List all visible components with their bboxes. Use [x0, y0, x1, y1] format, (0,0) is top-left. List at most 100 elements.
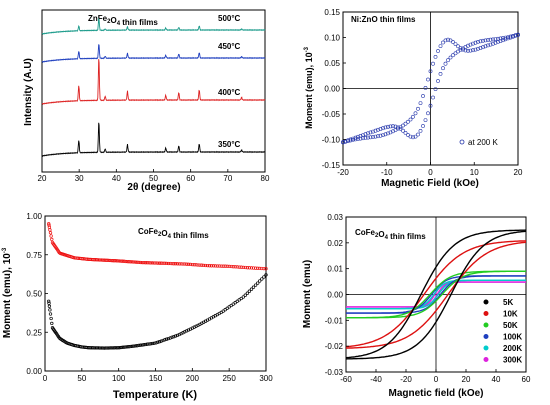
mt-point-ZFC	[122, 345, 126, 349]
nizno-x-tick-label: -20	[337, 168, 349, 177]
nizno-point	[483, 38, 488, 43]
mt-point-ZFC	[149, 342, 153, 346]
mt-point-FC	[237, 265, 241, 269]
nizno-point	[413, 134, 418, 139]
nizno-point	[438, 72, 443, 76]
nizno-point	[371, 129, 375, 134]
mt-point-FC	[132, 260, 136, 264]
mh-title: CoFe2O4 thin films	[355, 228, 426, 241]
mt-point-FC	[249, 266, 254, 270]
mt-point-FC	[229, 264, 233, 269]
mh-x-tick-label: 0	[434, 375, 439, 384]
xrd-temp-label: 350°C	[218, 140, 241, 149]
mt-point-FC	[245, 266, 250, 270]
mt-x-tick-label: 200	[186, 374, 200, 383]
mt-point-FC	[124, 259, 128, 264]
nizno-point	[343, 139, 348, 144]
mt-point-ZFC	[163, 338, 167, 342]
mt-point-FC	[166, 261, 171, 266]
mt-point-ZFC	[247, 289, 252, 293]
nizno-point	[486, 43, 490, 48]
mh-loop-5K	[345, 229, 527, 359]
mt-point-FC	[152, 261, 156, 265]
nizno-point	[423, 118, 428, 123]
mt-point-FC	[113, 259, 117, 263]
mt-point-FC	[145, 261, 149, 265]
mt-point-ZFC	[50, 321, 54, 326]
nizno-point	[491, 37, 495, 42]
mh-x-tick-label: 20	[462, 375, 471, 384]
mh-y-tick-label: 0.03	[327, 213, 343, 222]
mt-point-FC	[262, 266, 266, 271]
nizno-point	[491, 41, 495, 46]
mt-point-FC	[142, 260, 146, 265]
xrd-series-500°C	[41, 17, 266, 35]
mt-x-tick-label: 50	[77, 374, 86, 383]
mt-y-tick-label: 1.00	[26, 212, 42, 221]
nizno-point	[456, 44, 460, 49]
mh-legend-label: 100K	[503, 333, 522, 342]
mt-point-ZFC	[108, 346, 112, 350]
mt-point-FC	[181, 262, 185, 266]
mt-point-ZFC	[105, 346, 109, 350]
xrd-series-400°C	[41, 59, 266, 105]
nizno-point	[503, 35, 508, 40]
mt-point-ZFC	[135, 344, 139, 348]
xrd-series-450°C	[41, 44, 266, 63]
mh-legend-label: 300K	[503, 356, 522, 365]
xrd-plot-area: 350°C 400°C 450°C 500°C	[41, 14, 266, 157]
mh-x-tick-label: -40	[370, 375, 382, 384]
mt-point-FC	[251, 266, 256, 270]
nizno-point	[498, 39, 503, 44]
mt-point-ZFC	[168, 336, 172, 340]
nizno-point	[381, 133, 385, 138]
mt-point-ZFC	[256, 281, 260, 285]
nizno-point	[496, 40, 500, 44]
mt-point-FC	[147, 261, 151, 265]
mt-point-FC	[48, 228, 52, 232]
xrd-x-tick-label: 20	[38, 174, 47, 183]
xrd-x-tick-label: 40	[112, 174, 121, 183]
mt-point-ZFC	[138, 343, 143, 347]
mt-title: CoFe2O4 thin films	[138, 227, 209, 240]
mt-y-tick-label: 0.00	[26, 367, 42, 376]
mt-point-FC	[217, 264, 221, 268]
mt-point-ZFC	[116, 346, 120, 350]
nizno-point	[503, 37, 508, 42]
nizno-point	[403, 130, 408, 135]
mt-point-FC	[154, 261, 158, 265]
mt-point-FC	[48, 231, 53, 235]
nizno-x-tick-label: -10	[381, 168, 393, 177]
nizno-y-tick-label: -0.10	[322, 136, 341, 145]
nizno-point	[493, 40, 498, 45]
nizno-point	[371, 135, 375, 139]
mt-point-FC	[177, 262, 181, 266]
xrd-temp-label: 500°C	[218, 14, 241, 23]
mt-point-FC	[161, 261, 165, 265]
mt-point-ZFC	[260, 277, 264, 281]
mt-point-ZFC	[241, 295, 245, 299]
mt-point-ZFC	[49, 316, 53, 321]
nizno-point	[401, 123, 405, 128]
mh-plot-area	[345, 217, 527, 372]
mh-legend-marker	[483, 322, 489, 328]
nizno-point	[373, 134, 378, 139]
mh-ticks: -60 -40 -20 0 20 40 60 -0.03 -0.02 -0.01 0.00 0.01 0…	[325, 213, 531, 384]
mh-legend-label: 50K	[503, 321, 518, 330]
mt-point-FC	[137, 260, 141, 265]
mt-point-ZFC	[47, 299, 51, 303]
mt-point-ZFC	[132, 344, 136, 348]
mt-point-FC	[198, 263, 202, 267]
mt-point-ZFC	[47, 301, 51, 305]
nizno-point	[368, 135, 373, 140]
nizno-point	[356, 134, 360, 139]
nizno-point	[481, 38, 485, 43]
nizno-point	[348, 138, 353, 143]
nizno-point	[356, 137, 360, 141]
mt-point-FC	[221, 264, 225, 268]
nizno-point	[406, 119, 410, 124]
mt-point-ZFC	[129, 344, 133, 349]
mt-point-FC	[179, 262, 183, 266]
mt-point-ZFC	[101, 346, 105, 350]
mt-point-ZFC	[249, 287, 254, 291]
